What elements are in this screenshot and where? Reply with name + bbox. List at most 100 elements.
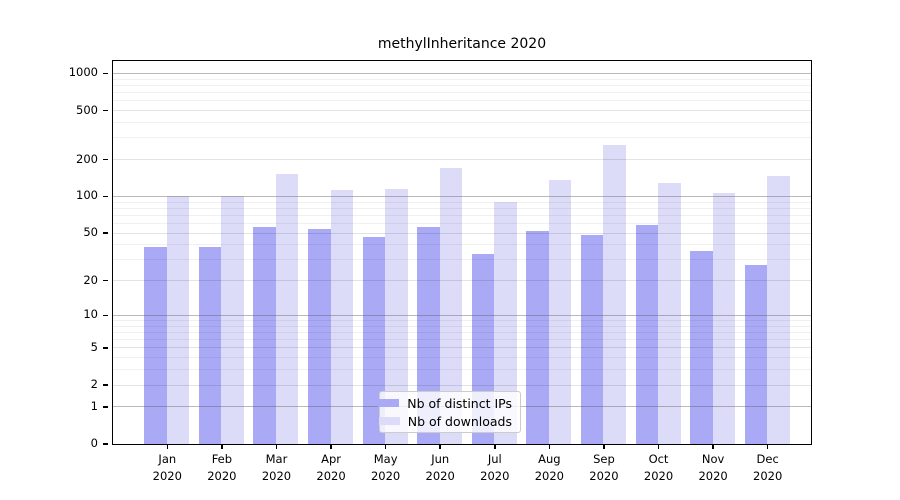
gridline-9 — [112, 320, 811, 321]
gridline-1000 — [112, 72, 811, 74]
gridline-8 — [112, 325, 811, 327]
bar-distinct-ips-dec — [744, 264, 768, 444]
gridline-90 — [112, 201, 811, 203]
bar-downloads-may — [385, 188, 408, 444]
gridline-100 — [112, 196, 811, 197]
bar-distinct-ips-sep — [580, 234, 604, 444]
bar-distinct-ips-apr — [308, 228, 331, 444]
x-axis: Jan 2020 Feb 2020 Mar 2020 Apr 2020 May 2020… — [113, 444, 811, 494]
x-axis-tick-label-oct: Oct 2020 — [643, 452, 674, 483]
x-axis-tick-mark — [657, 444, 660, 449]
x-axis-tick-label-nov: Nov 2020 — [698, 452, 728, 483]
y-axis-tick-label: 0 — [90, 436, 98, 450]
bar-downloads-apr — [330, 189, 354, 444]
y-axis-tick-mark — [103, 232, 108, 234]
legend-entry-downloads: Nb of downloads — [378, 413, 512, 429]
y-axis-tick-label: 500 — [76, 102, 98, 117]
gridline-50 — [112, 232, 811, 234]
bar-downloads-aug — [548, 180, 572, 444]
gridline-7 — [112, 332, 811, 333]
gridline-5 — [112, 347, 811, 349]
x-axis-tick-label-dec: Dec 2020 — [753, 452, 783, 483]
x-axis-tick-label-aug: Aug 2020 — [534, 452, 564, 483]
bar-downloads-feb — [221, 196, 244, 444]
y-axis-tick-label: 1 — [90, 398, 98, 413]
gridline-60 — [112, 223, 811, 224]
y-axis-tick-mark — [103, 314, 108, 317]
legend: Nb of distinct IPs Nb of downloads — [378, 391, 521, 433]
bar-downloads-sep — [603, 145, 626, 444]
y-axis-tick-label: 2 — [90, 377, 98, 392]
y-axis-tick-mark — [103, 347, 108, 349]
x-axis-tick-mark — [712, 444, 714, 449]
bar-downloads-jul — [494, 201, 517, 444]
y-axis-tick-mark — [103, 279, 108, 282]
plot-area — [111, 59, 812, 445]
legend-swatch-downloads — [378, 417, 400, 425]
bar-distinct-ips-mar — [253, 226, 276, 444]
bar-downloads-mar — [275, 173, 299, 444]
y-axis-tick-label: 5 — [90, 339, 98, 354]
gridline-200 — [112, 159, 811, 161]
x-axis-tick-label-sep: Sep 2020 — [589, 452, 619, 483]
x-axis-tick-mark — [548, 444, 551, 449]
chart-title: methylInheritance 2020 — [377, 36, 547, 52]
bar-downloads-nov — [712, 193, 736, 444]
y-axis-tick-mark — [103, 443, 108, 445]
y-axis-tick-mark — [103, 158, 108, 161]
gridline-400 — [112, 122, 811, 123]
y-axis-tick-mark — [103, 109, 108, 112]
x-axis-tick-label-jan: Jan 2020 — [152, 452, 182, 483]
bar-downloads-oct — [658, 182, 681, 444]
x-axis-tick-label-jun: Jun 2020 — [425, 452, 455, 483]
gridline-20 — [112, 280, 811, 282]
gridline-6 — [112, 339, 811, 341]
y-axis: 0 1 2 5 10 20 50 100 200 500 1000 — [0, 61, 108, 450]
bar-distinct-ips-jun — [417, 226, 440, 444]
bar-downloads-jan — [166, 196, 190, 444]
x-axis-tick-mark — [166, 444, 169, 449]
x-axis-tick-mark — [384, 444, 387, 449]
gridline-600 — [112, 100, 811, 102]
x-axis-tick-label-feb: Feb 2020 — [207, 452, 237, 483]
y-axis-tick-label: 1000 — [68, 65, 98, 80]
gridline-800 — [112, 84, 811, 86]
y-axis-tick-label: 20 — [83, 272, 98, 287]
gridline-80 — [112, 207, 811, 209]
gridline-700 — [112, 92, 811, 94]
legend-entry-distinct-ips: Nb of distinct IPs — [378, 396, 512, 411]
y-axis-tick-label: 200 — [76, 151, 98, 166]
gridline-500 — [112, 110, 811, 112]
gridline-3 — [112, 369, 811, 371]
x-axis-tick-mark — [275, 444, 278, 449]
x-axis-tick-mark — [439, 444, 441, 449]
bar-distinct-ips-feb — [198, 247, 222, 444]
gridline-40 — [112, 244, 811, 246]
y-axis-tick-mark — [103, 72, 108, 75]
x-axis-tick-mark — [494, 444, 496, 449]
bar-distinct-ips-aug — [526, 230, 549, 444]
x-axis-tick-label-mar: Mar 2020 — [261, 452, 292, 483]
legend-label-downloads: Nb of downloads — [407, 413, 512, 429]
legend-swatch-distinct-ips — [378, 399, 400, 407]
bar-distinct-ips-oct — [635, 224, 659, 444]
bar-downloads-dec — [767, 176, 790, 444]
gridline-10 — [112, 314, 811, 316]
y-axis-tick-label: 100 — [76, 188, 98, 203]
gridline-30 — [112, 259, 811, 261]
x-axis-tick-label-apr: Apr 2020 — [316, 452, 346, 483]
y-axis-tick-mark — [103, 384, 108, 386]
x-axis-tick-mark — [330, 444, 332, 449]
y-axis-tick-mark — [103, 195, 108, 198]
bar-downloads-jun — [439, 167, 463, 444]
x-axis-tick-mark — [766, 444, 769, 449]
y-axis-tick-label: 10 — [83, 307, 98, 322]
gridline-4 — [112, 357, 811, 359]
bar-distinct-ips-jan — [144, 247, 167, 444]
y-axis-tick-mark — [103, 406, 108, 408]
bar-distinct-ips-nov — [690, 251, 713, 444]
y-axis-tick-label: 50 — [83, 225, 98, 240]
gridline-900 — [112, 78, 811, 80]
gridline-2 — [112, 384, 811, 386]
